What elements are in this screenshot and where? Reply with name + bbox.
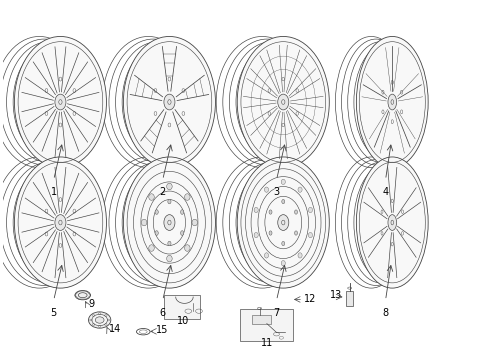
Ellipse shape bbox=[294, 210, 297, 214]
Ellipse shape bbox=[92, 314, 107, 326]
Ellipse shape bbox=[281, 179, 285, 185]
Text: 6: 6 bbox=[160, 307, 166, 318]
Text: 12: 12 bbox=[304, 293, 317, 303]
Text: 14: 14 bbox=[109, 324, 122, 334]
Ellipse shape bbox=[269, 231, 272, 235]
Ellipse shape bbox=[155, 231, 158, 235]
Ellipse shape bbox=[278, 215, 289, 230]
Ellipse shape bbox=[96, 317, 104, 323]
Ellipse shape bbox=[185, 194, 190, 200]
Ellipse shape bbox=[237, 36, 329, 168]
Ellipse shape bbox=[298, 187, 302, 192]
Ellipse shape bbox=[168, 199, 171, 204]
Ellipse shape bbox=[123, 157, 216, 288]
Ellipse shape bbox=[254, 207, 258, 213]
Ellipse shape bbox=[388, 215, 396, 230]
Ellipse shape bbox=[308, 207, 313, 213]
Ellipse shape bbox=[14, 36, 106, 168]
Ellipse shape bbox=[278, 94, 289, 110]
Bar bbox=[240, 309, 294, 341]
Ellipse shape bbox=[388, 94, 396, 110]
Text: 1: 1 bbox=[50, 187, 57, 197]
Text: 4: 4 bbox=[382, 187, 389, 197]
Text: 5: 5 bbox=[50, 307, 57, 318]
Text: 15: 15 bbox=[156, 325, 169, 335]
Ellipse shape bbox=[14, 157, 106, 288]
Ellipse shape bbox=[141, 219, 147, 226]
Ellipse shape bbox=[269, 210, 272, 214]
Ellipse shape bbox=[168, 241, 171, 246]
Text: 2: 2 bbox=[160, 187, 166, 197]
Ellipse shape bbox=[185, 245, 190, 251]
Bar bbox=[346, 291, 352, 306]
Text: 9: 9 bbox=[89, 299, 95, 309]
Ellipse shape bbox=[237, 157, 329, 288]
Ellipse shape bbox=[155, 210, 158, 214]
Ellipse shape bbox=[265, 187, 269, 192]
Ellipse shape bbox=[164, 94, 175, 110]
Bar bbox=[164, 295, 200, 319]
Ellipse shape bbox=[192, 219, 197, 226]
Ellipse shape bbox=[298, 253, 302, 258]
Ellipse shape bbox=[167, 255, 172, 262]
Ellipse shape bbox=[282, 199, 285, 204]
Ellipse shape bbox=[282, 242, 285, 246]
Ellipse shape bbox=[55, 215, 66, 230]
Ellipse shape bbox=[149, 194, 154, 200]
Ellipse shape bbox=[356, 157, 428, 288]
Ellipse shape bbox=[149, 245, 154, 251]
Ellipse shape bbox=[181, 231, 184, 235]
Bar bbox=[252, 315, 270, 324]
Ellipse shape bbox=[164, 215, 175, 230]
Ellipse shape bbox=[281, 261, 285, 266]
Ellipse shape bbox=[294, 231, 297, 235]
Ellipse shape bbox=[89, 312, 111, 328]
Text: 7: 7 bbox=[273, 307, 280, 318]
Text: 8: 8 bbox=[382, 307, 389, 318]
Ellipse shape bbox=[167, 183, 172, 190]
Text: 13: 13 bbox=[330, 290, 342, 300]
Text: 10: 10 bbox=[177, 316, 190, 326]
Text: 3: 3 bbox=[273, 187, 280, 197]
Ellipse shape bbox=[254, 233, 258, 238]
Ellipse shape bbox=[265, 253, 269, 258]
Ellipse shape bbox=[55, 94, 66, 110]
Text: 11: 11 bbox=[261, 338, 273, 348]
Ellipse shape bbox=[123, 36, 216, 168]
Ellipse shape bbox=[356, 36, 428, 168]
Ellipse shape bbox=[75, 291, 91, 300]
Ellipse shape bbox=[308, 233, 313, 238]
Ellipse shape bbox=[181, 210, 184, 214]
